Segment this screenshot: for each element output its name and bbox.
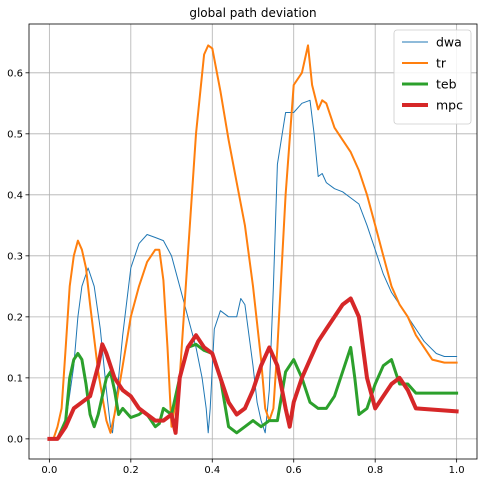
x-tick-label: 1.0 [449, 465, 465, 476]
x-tick-label: 0.0 [41, 465, 57, 476]
y-tick-label: 0.0 [7, 434, 23, 445]
y-tick-label: 0.2 [7, 312, 23, 323]
legend-label-dwa: dwa [436, 35, 462, 50]
legend: dwa tr teb mpc [393, 29, 472, 125]
legend-box [393, 29, 472, 125]
series-line-mpc [47, 296, 459, 441]
y-tick-label: 0.3 [7, 251, 23, 262]
legend-label-tr: tr [436, 56, 447, 71]
series-line-tr [48, 44, 458, 440]
series-line-teb [47, 342, 459, 441]
x-tick-label: 0.6 [286, 465, 302, 476]
x-tick-label: 0.2 [123, 465, 139, 476]
x-tick-label: 0.4 [204, 465, 220, 476]
grid [29, 24, 477, 459]
legend-label-teb: teb [436, 77, 457, 92]
plot-frame [28, 23, 478, 460]
axis-ticks: 0.0 0.2 0.4 0.6 0.8 1.0 0.0 0.1 0.2 0.3 0.4 0.5 0.6 [7, 68, 464, 476]
chart-title: global path deviation [189, 6, 316, 20]
y-tick-label: 0.6 [7, 68, 23, 79]
y-tick-label: 0.4 [7, 190, 23, 201]
y-tick-label: 0.5 [7, 129, 23, 140]
series-line-dwa [48, 99, 458, 440]
legend-label-mpc: mpc [436, 98, 463, 113]
y-tick-label: 0.1 [7, 373, 23, 384]
x-tick-label: 0.8 [367, 465, 383, 476]
series-lines [47, 44, 459, 441]
